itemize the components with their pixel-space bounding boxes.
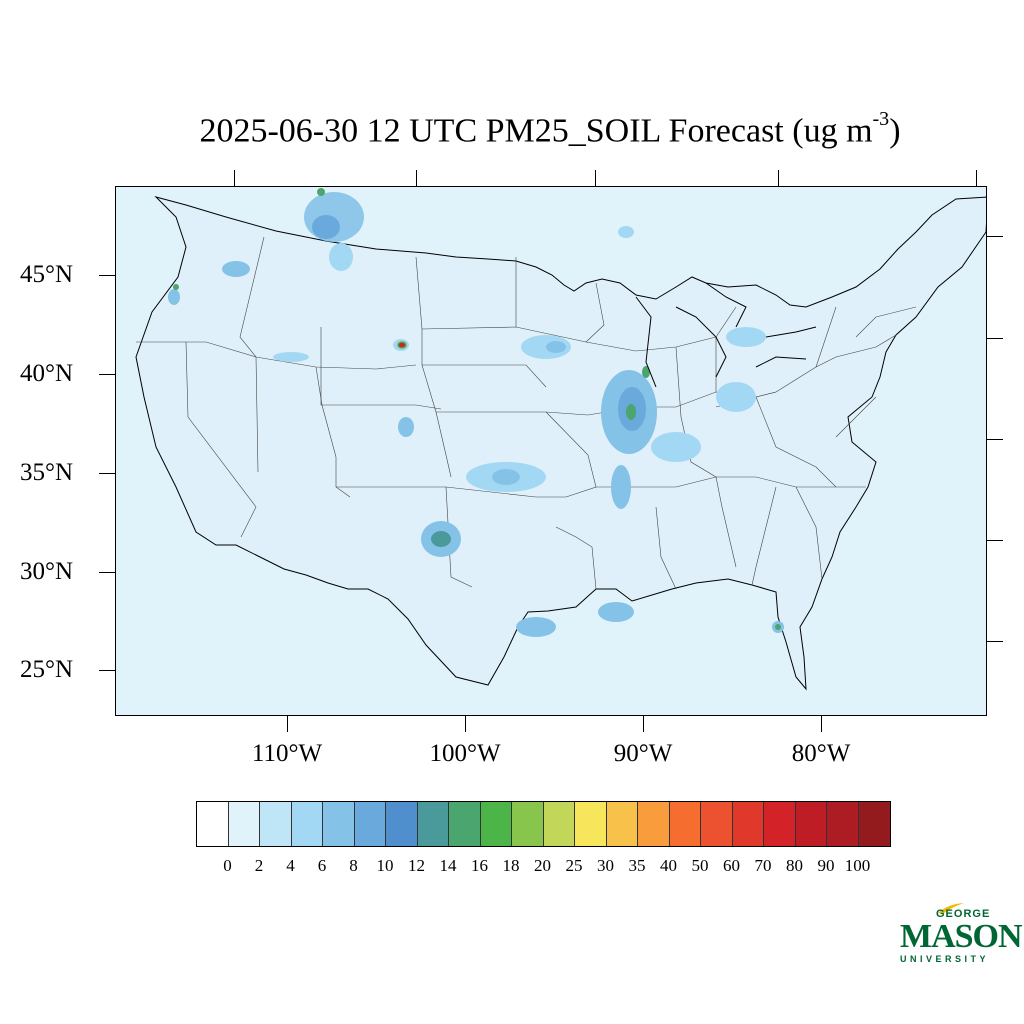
colorbar-swatch (512, 802, 544, 846)
left-tick (99, 572, 115, 573)
title-end: ) (889, 112, 901, 150)
colorbar-swatch (764, 802, 796, 846)
lon-label: 110°W (251, 740, 323, 767)
colorbar-swatch (449, 802, 481, 846)
coastlines (635, 282, 817, 388)
colorbar-swatch (480, 802, 512, 846)
colorbar-label: 10 (376, 856, 394, 875)
bottom-tick (287, 716, 288, 732)
lat-label: 35°N (20, 459, 74, 486)
state-boundaries (136, 236, 917, 590)
logo-swoosh-icon (938, 903, 964, 913)
right-tick (987, 439, 1003, 440)
top-tick (234, 170, 235, 186)
logo-bottom-text: UNIVERSITY (900, 954, 990, 964)
colorbar-label: 80 (786, 856, 803, 875)
colorbar-label: 6 (317, 856, 327, 875)
left-tick (99, 473, 115, 474)
colorbar-label: 20 (534, 856, 551, 875)
concentration-blobs (168, 188, 784, 637)
colorbar-label: 4 (286, 856, 295, 875)
colorbar-label: 100 (844, 856, 871, 875)
colorbar (196, 801, 891, 847)
colorbar-swatch (606, 802, 638, 846)
right-tick (987, 338, 1003, 339)
colorbar-label: 35 (628, 856, 646, 875)
forecast-map (115, 186, 987, 716)
colorbar-label: 14 (439, 856, 457, 875)
top-tick (416, 170, 417, 186)
colorbar-swatch (732, 802, 764, 846)
top-tick (595, 170, 596, 186)
right-tick (987, 641, 1003, 642)
map-title: 2025-06-30 12 UTC PM25_SOIL Forecast (ug… (0, 108, 1024, 150)
bottom-tick (643, 716, 644, 732)
colorbar-swatch (575, 802, 607, 846)
colorbar-label: 90 (817, 856, 835, 875)
colorbar-label: 8 (349, 856, 358, 875)
colorbar-swatch (291, 802, 323, 846)
colorbar-swatch (197, 802, 229, 846)
colorbar-label: 2 (254, 856, 264, 875)
colorbar-label: 25 (565, 856, 583, 875)
colorbar-swatch (827, 802, 859, 846)
left-tick (99, 670, 115, 671)
colorbar-label: 18 (502, 856, 520, 875)
colorbar-swatch (638, 802, 670, 846)
colorbar-label: 0 (223, 856, 232, 875)
title-text: 2025-06-30 12 UTC PM25_SOIL Forecast (ug… (199, 112, 873, 150)
lat-label: 25°N (20, 656, 74, 683)
lat-label: 45°N (20, 261, 74, 288)
colorbar-label: 50 (691, 856, 709, 875)
title-superscript: -3 (872, 108, 890, 130)
colorbar-label: 30 (597, 856, 614, 875)
right-tick (987, 236, 1003, 237)
colorbar-swatch (669, 802, 701, 846)
colorbar-swatch (323, 802, 355, 846)
lon-label: 100°W (429, 740, 501, 767)
left-tick (99, 374, 115, 375)
us-land (135, 196, 986, 691)
colorbar-label: 60 (723, 856, 740, 875)
map-canvas (116, 187, 986, 715)
lon-label: 80°W (791, 740, 851, 767)
colorbar-swatch (386, 802, 418, 846)
right-tick (987, 540, 1003, 541)
colorbar-swatch (701, 802, 733, 846)
lat-label: 40°N (20, 360, 74, 387)
colorbar-swatch (858, 802, 890, 846)
colorbar-label: 12 (408, 856, 425, 875)
top-tick (976, 170, 977, 186)
colorbar-swatch (417, 802, 449, 846)
top-tick (778, 170, 779, 186)
lon-label: 90°W (613, 740, 673, 767)
logo-top-text: GEORGE (936, 908, 991, 920)
colorbar-swatch (228, 802, 260, 846)
left-tick (99, 275, 115, 276)
colorbar-swatch (354, 802, 386, 846)
colorbar-label: 70 (754, 856, 772, 875)
logo-main-text: MASON (900, 918, 1023, 955)
bottom-tick (821, 716, 822, 732)
colorbar-label: 40 (660, 856, 677, 875)
colorbar-swatch (260, 802, 292, 846)
lat-label: 30°N (20, 558, 74, 585)
colorbar-label: 16 (471, 856, 488, 875)
colorbar-swatch (795, 802, 827, 846)
colorbar-swatch (543, 802, 575, 846)
bottom-tick (465, 716, 466, 732)
gmu-logo: GEORGE MASON UNIVERSITY (898, 902, 1023, 968)
